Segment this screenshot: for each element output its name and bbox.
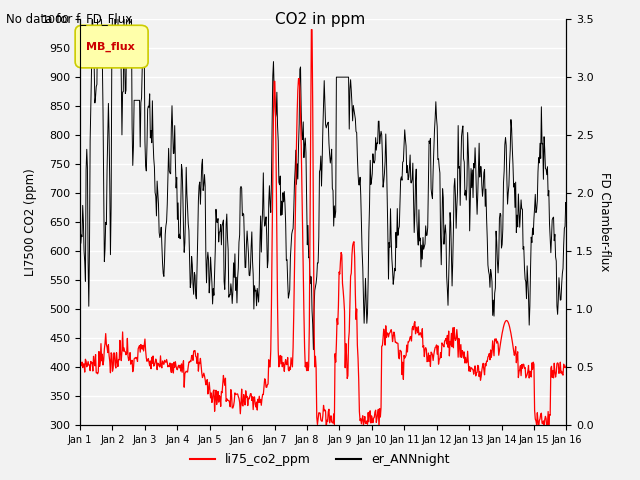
Text: MB_flux: MB_flux <box>86 41 134 51</box>
Text: No data for f_FD_Flux: No data for f_FD_Flux <box>6 12 132 25</box>
Y-axis label: FD Chamber-flux: FD Chamber-flux <box>598 172 611 272</box>
Y-axis label: LI7500 CO2 (ppm): LI7500 CO2 (ppm) <box>24 168 36 276</box>
Legend: li75_co2_ppm, er_ANNnight: li75_co2_ppm, er_ANNnight <box>186 448 454 471</box>
FancyBboxPatch shape <box>75 25 148 68</box>
Text: CO2 in ppm: CO2 in ppm <box>275 12 365 27</box>
